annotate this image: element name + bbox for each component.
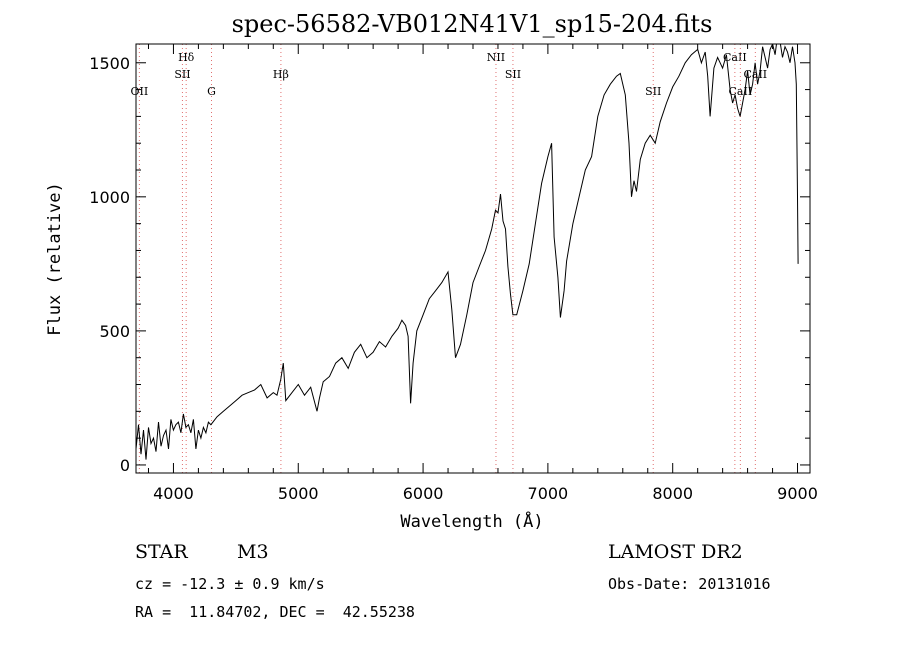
spectral-line-label: SII bbox=[645, 85, 661, 98]
spectral-line-label: SII bbox=[174, 68, 190, 81]
spectral-line-label: G bbox=[207, 85, 216, 98]
spectral-line-label: OII bbox=[131, 85, 149, 98]
spectral-line-label: SII bbox=[505, 68, 521, 81]
spectral-line-label: Hβ bbox=[273, 68, 289, 81]
x-tick-label: 4000 bbox=[153, 484, 194, 503]
y-axis-label: Flux (relative) bbox=[45, 182, 65, 336]
chart-title: spec-56582-VB012N41V1_sp15-204.fits bbox=[232, 10, 713, 38]
spectrum-series bbox=[136, 44, 799, 460]
x-tick-label: 6000 bbox=[403, 484, 444, 503]
coordinates: RA = 11.84702, DEC = 42.55238 bbox=[135, 603, 415, 621]
x-tick-label: 7000 bbox=[528, 484, 569, 503]
x-axis-label: Wavelength (Å) bbox=[400, 510, 543, 532]
y-tick-label: 500 bbox=[99, 322, 130, 341]
y-tick-label: 1000 bbox=[89, 188, 130, 207]
y-tick-label: 0 bbox=[120, 456, 130, 475]
x-tick-label: 5000 bbox=[278, 484, 319, 503]
y-tick-label: 1500 bbox=[89, 54, 130, 73]
plot-frame bbox=[135, 43, 811, 474]
spectral-line-label: NII bbox=[487, 51, 505, 64]
spectral-line-label: CaII bbox=[743, 68, 767, 81]
object-class: STAR bbox=[135, 541, 188, 563]
spectral-line-label: Hδ bbox=[178, 51, 195, 64]
axis-ticks: 4000 5000 6000 7000 8000 9000 0 500 1000 1500 bbox=[89, 44, 818, 503]
survey-name: LAMOST DR2 bbox=[608, 541, 743, 563]
spectral-line-label: CaII bbox=[729, 85, 753, 98]
spectrum-line bbox=[136, 44, 799, 460]
x-tick-label: 9000 bbox=[777, 484, 818, 503]
object-subclass: M3 bbox=[237, 541, 269, 563]
observation-date: Obs-Date: 20131016 bbox=[608, 575, 771, 593]
redshift-velocity: cz = -12.3 ± 0.9 km/s bbox=[135, 575, 325, 593]
x-tick-label: 8000 bbox=[652, 484, 693, 503]
